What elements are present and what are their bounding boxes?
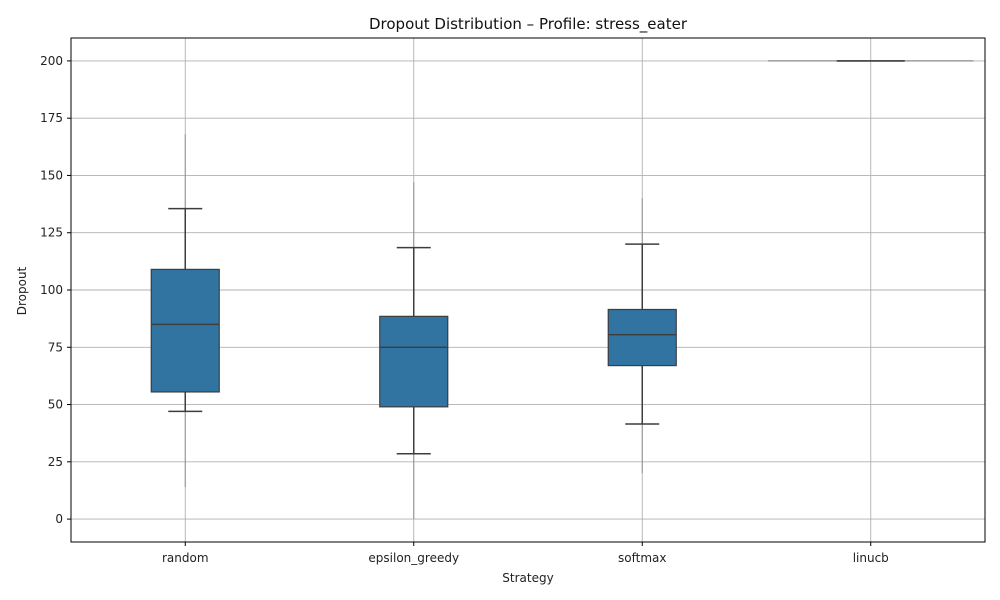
x-tick-label: random: [162, 551, 209, 565]
y-tick-label: 50: [48, 398, 63, 412]
x-axis: random epsilon_greedy softmax linucb: [162, 542, 889, 565]
y-axis: 0 25 50 75 100 125 150 175 200: [40, 54, 71, 526]
y-tick-label: 150: [40, 168, 63, 182]
x-tick-label: softmax: [618, 551, 666, 565]
boxes: [150, 60, 974, 455]
x-axis-title: Strategy: [502, 571, 553, 585]
y-tick-label: 200: [40, 54, 63, 68]
box-iqr: [379, 315, 449, 408]
y-tick-label: 25: [48, 455, 63, 469]
chart-title: Dropout Distribution – Profile: stress_e…: [369, 15, 688, 34]
y-tick-label: 0: [55, 512, 63, 526]
grid: [71, 38, 985, 542]
y-axis-title: Dropout: [15, 266, 29, 315]
box-iqr: [150, 268, 220, 393]
y-tick-label: 75: [48, 340, 63, 354]
x-tick-label: epsilon_greedy: [368, 551, 459, 565]
y-tick-label: 125: [40, 226, 63, 240]
x-tick-label: linucb: [853, 551, 889, 565]
y-tick-label: 175: [40, 111, 63, 125]
box-iqr: [607, 308, 677, 367]
y-tick-label: 100: [40, 283, 63, 297]
